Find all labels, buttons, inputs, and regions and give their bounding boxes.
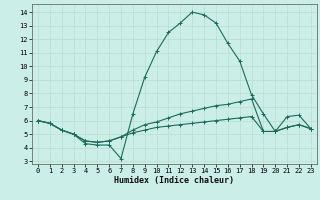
X-axis label: Humidex (Indice chaleur): Humidex (Indice chaleur) [115, 176, 234, 185]
